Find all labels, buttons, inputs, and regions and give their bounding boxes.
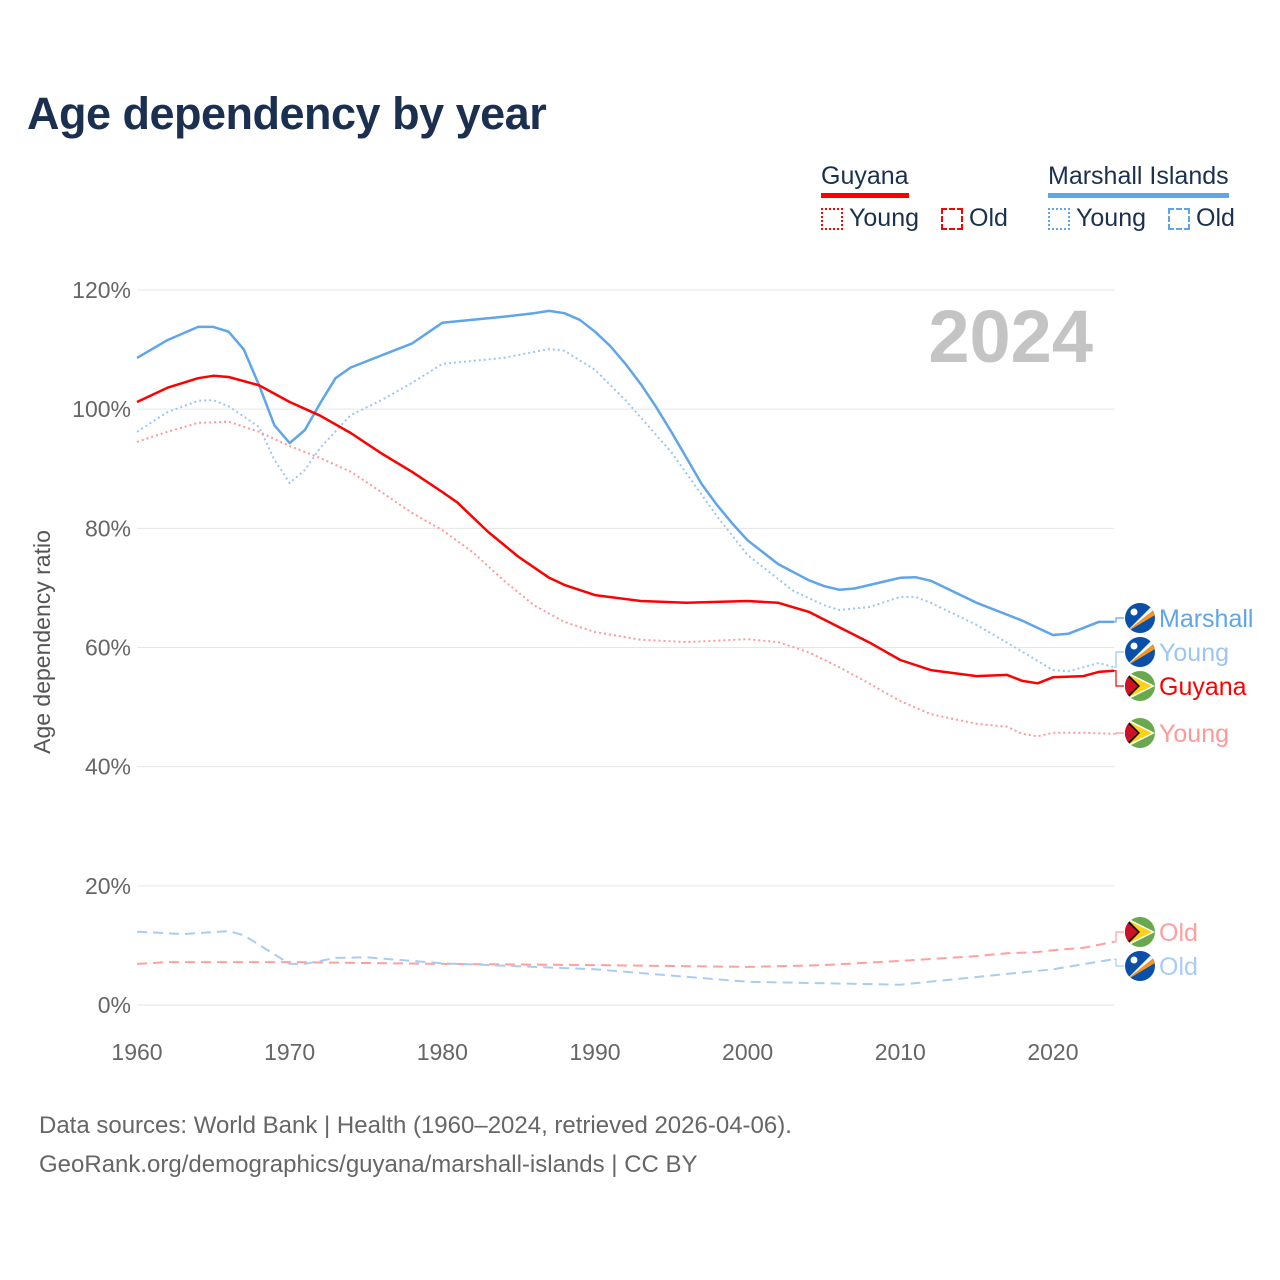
series-end-label: Guyana	[1159, 673, 1247, 701]
marshall-islands-flag-icon	[1125, 637, 1155, 667]
line-chart: 0% 20% 40% 60% 80% 100% 120% 1960 1970 1980 1990 20…	[29, 277, 1253, 1065]
x-tick-label: 1970	[264, 1039, 315, 1065]
legend-marshall-islands[interactable]: Marshall Islands	[1048, 162, 1229, 198]
series-end-label: Old	[1159, 919, 1198, 947]
legend-guyana-young[interactable]: Young	[821, 204, 919, 233]
guyana-flag-icon	[1125, 917, 1155, 947]
dotted-swatch-icon	[821, 207, 843, 230]
y-axis-label: Age dependency ratio	[29, 530, 55, 754]
legend-label: Young	[1076, 204, 1146, 232]
legend-label: Old	[1196, 204, 1235, 232]
x-tick-label: 2010	[875, 1039, 926, 1065]
legend-guyana[interactable]: Guyana	[821, 162, 909, 198]
label-connector	[1114, 958, 1124, 967]
source-line: Data sources: World Bank | Health (1960–…	[39, 1112, 792, 1139]
series-line-marshall-islands-old[interactable]	[136, 930, 1115, 986]
label-connector	[1114, 670, 1124, 687]
marshall-islands-flag-icon	[1125, 951, 1155, 981]
series-end-label: Young	[1159, 639, 1229, 667]
label-connector	[1114, 931, 1124, 943]
legend-label: Young	[849, 204, 919, 232]
y-tick-label: 80%	[85, 515, 131, 541]
dashed-swatch-icon	[941, 207, 963, 230]
source-link[interactable]: GeoRank.org/demographics/guyana/marshall…	[39, 1151, 698, 1178]
series-line-guyana-young[interactable]	[136, 420, 1115, 738]
y-tick-label: 20%	[85, 873, 131, 899]
x-tick-label: 1980	[417, 1039, 468, 1065]
label-connector	[1114, 617, 1124, 623]
x-tick-label: 2000	[722, 1039, 773, 1065]
marshall-islands-flag-icon	[1125, 603, 1155, 633]
y-tick-label: 60%	[85, 635, 131, 661]
y-tick-label: 100%	[72, 396, 131, 422]
y-tick-label: 120%	[72, 277, 131, 303]
legend-marshall-young[interactable]: Young	[1048, 204, 1146, 233]
series-line-marshall-islands[interactable]	[136, 309, 1114, 637]
dotted-swatch-icon	[1048, 207, 1070, 230]
guyana-flag-icon	[1125, 671, 1155, 701]
guyana-flag-icon	[1125, 718, 1155, 748]
year-watermark: 2024	[928, 295, 1093, 378]
series-line-guyana[interactable]	[136, 374, 1115, 685]
legend-label: Old	[969, 204, 1008, 232]
dashed-swatch-icon	[1168, 207, 1190, 230]
y-tick-label: 0%	[98, 992, 131, 1018]
series-line-guyana-old[interactable]	[136, 940, 1115, 968]
label-connector	[1114, 651, 1124, 668]
series-end-label: Old	[1159, 953, 1198, 981]
x-tick-label: 2020	[1027, 1039, 1078, 1065]
chart-title: Age dependency by year	[27, 88, 547, 139]
series-end-label: Young	[1159, 720, 1229, 748]
series-end-label: Marshall	[1159, 605, 1253, 633]
legend-marshall-old[interactable]: Old	[1168, 204, 1235, 233]
x-tick-label: 1960	[111, 1039, 162, 1065]
y-tick-label: 40%	[85, 754, 131, 780]
source-note: Data sources: World Bank | Health (1960–…	[39, 1106, 792, 1184]
series-line-marshall-islands-young[interactable]	[136, 348, 1115, 673]
label-connector	[1114, 732, 1124, 735]
legend-guyana-old[interactable]: Old	[941, 204, 1008, 233]
x-tick-label: 1990	[569, 1039, 620, 1065]
